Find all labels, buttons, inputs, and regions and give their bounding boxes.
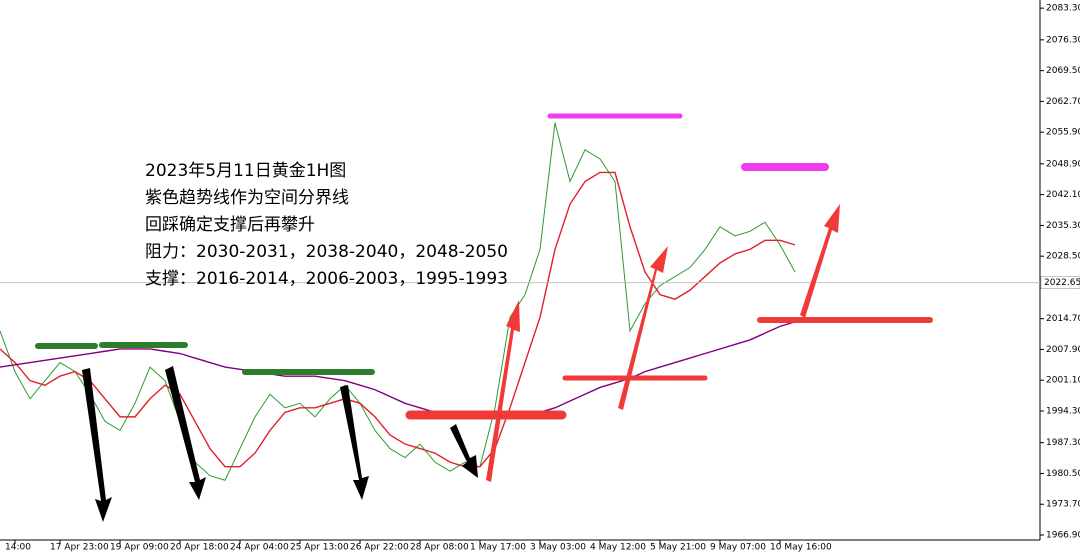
x-tick-label: 3 May 03:00 (530, 543, 586, 553)
x-tick-label: 4 May 12:00 (590, 543, 646, 553)
x-tick-label: 19 Apr 09:00 (110, 543, 169, 553)
y-tick-label: 2083.30 (1046, 4, 1080, 14)
y-tick-label: 2055.90 (1046, 128, 1080, 138)
y-tick-label: 2028.50 (1046, 252, 1080, 262)
y-tick-label: 2007.90 (1046, 345, 1080, 355)
y-tick-label: 2042.10 (1046, 190, 1080, 200)
current-price-label: 2022.65 (1044, 278, 1080, 288)
x-tick-label: 20 Apr 18:00 (170, 543, 229, 553)
x-tick-label: 24 Apr 04:00 (230, 543, 289, 553)
down-arrow (82, 368, 112, 522)
down-arrow (450, 424, 478, 478)
y-tick-label: 2076.30 (1046, 35, 1080, 45)
up-arrow (800, 204, 840, 318)
y-tick-label: 1966.90 (1046, 531, 1080, 541)
annotation: 支撑：2016-2014，2006-2003，1995-1993 (145, 269, 508, 289)
y-tick-label: 2069.50 (1046, 66, 1080, 76)
annotation: 2023年5月11日黄金1H图 (145, 161, 346, 181)
x-tick-label: 25 Apr 13:00 (290, 543, 349, 553)
x-tick-label: 17 Apr 23:00 (50, 543, 109, 553)
up-arrow (618, 246, 668, 410)
x-tick-label: 9 May 07:00 (710, 543, 766, 553)
x-tick-label: 10 May 16:00 (770, 543, 832, 553)
x-tick-label: 1 May 17:00 (470, 543, 526, 553)
x-tick-label: 28 Apr 08:00 (410, 543, 469, 553)
y-tick-label: 2014.70 (1046, 314, 1080, 324)
y-tick-label: 2048.90 (1046, 159, 1080, 169)
y-tick-label: 1994.30 (1046, 406, 1080, 416)
annotation: 阻力：2030-2031，2038-2040，2048-2050 (145, 242, 508, 262)
series-line (0, 321, 796, 418)
x-tick-label: 14:00 (5, 543, 31, 553)
current-price-box (1040, 276, 1080, 289)
series-line (0, 171, 796, 468)
x-tick-label: 5 May 21:00 (650, 543, 706, 553)
y-tick-label: 1987.30 (1046, 438, 1080, 448)
down-arrow (340, 385, 369, 500)
drawings (35, 113, 933, 522)
y-tick-label: 2035.30 (1046, 221, 1080, 231)
down-arrow (165, 366, 206, 500)
annotation: 紫色趋势线作为空间分界线 (145, 188, 349, 208)
x-tick-label: 26 Apr 22:00 (350, 543, 409, 553)
y-tick-label: 1973.70 (1046, 500, 1080, 510)
up-arrow (486, 300, 520, 482)
series-line (0, 122, 796, 481)
annotation: 回踩确定支撑后再攀升 (145, 215, 315, 235)
y-tick-label: 2062.70 (1046, 97, 1080, 107)
y-tick-label: 2001.10 (1046, 376, 1080, 386)
y-tick-label: 1980.50 (1046, 469, 1080, 479)
